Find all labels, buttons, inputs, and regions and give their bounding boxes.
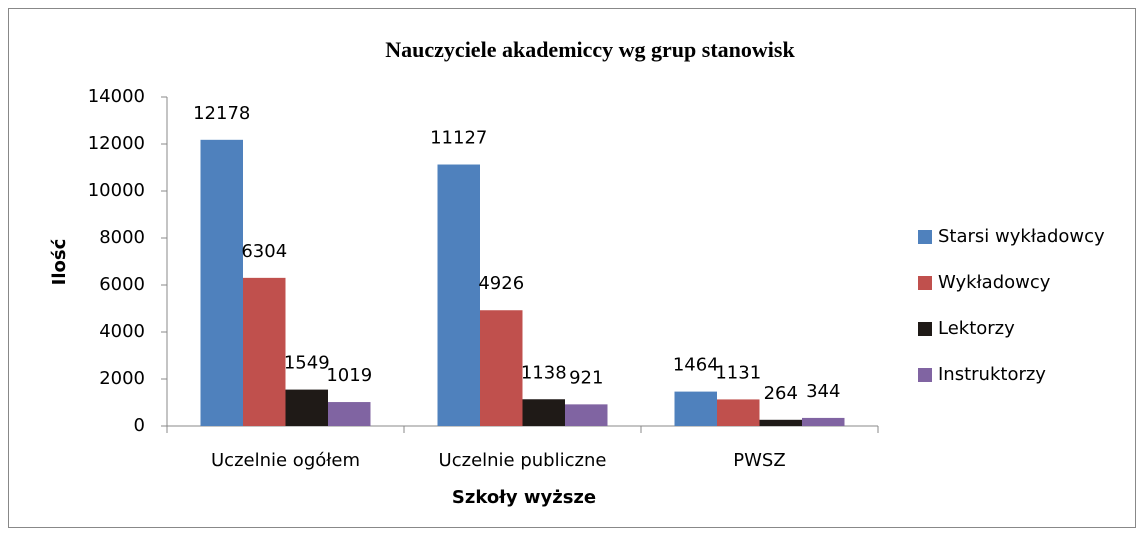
data-label: 1138 — [521, 362, 567, 383]
x-tick-label: Uczelnie publiczne — [439, 450, 607, 471]
y-tick-label: 8000 — [99, 227, 145, 248]
legend-swatch — [918, 276, 932, 290]
legend-label: Instruktorzy — [938, 364, 1046, 385]
bar — [759, 419, 802, 426]
bar — [480, 310, 523, 426]
legend-label: Starsi wykładowcy — [938, 226, 1105, 247]
data-label: 4926 — [478, 273, 524, 294]
data-label: 11127 — [430, 128, 487, 149]
bar — [328, 402, 371, 426]
legend-label: Wykładowcy — [938, 272, 1051, 293]
chart-title: Nauczyciele akademiccy wg grup stanowisk — [385, 37, 795, 62]
y-tick-label: 2000 — [99, 368, 145, 389]
bar — [437, 164, 480, 426]
bar — [717, 399, 760, 426]
legend-swatch — [918, 368, 932, 382]
data-label: 1464 — [673, 355, 719, 376]
legend-swatch — [918, 322, 932, 336]
y-tick-label: 10000 — [88, 180, 145, 201]
data-label: 6304 — [241, 241, 287, 262]
data-label: 1131 — [715, 362, 761, 383]
data-label: 1019 — [326, 365, 372, 386]
data-label: 12178 — [193, 103, 250, 124]
x-tick-label: PWSZ — [733, 450, 785, 471]
y-tick-label: 12000 — [88, 133, 145, 154]
y-tick-label: 14000 — [88, 86, 145, 107]
x-axis-label: Szkoły wyższe — [452, 487, 596, 508]
bar — [802, 417, 845, 426]
bar — [285, 389, 328, 426]
data-label: 344 — [806, 381, 840, 402]
x-tick-label: Uczelnie ogółem — [211, 450, 360, 471]
bar — [674, 391, 717, 426]
y-tick-label: 4000 — [99, 321, 145, 342]
y-tick-label: 0 — [134, 415, 145, 436]
bar — [565, 404, 608, 426]
bar — [200, 139, 243, 426]
y-tick-label: 6000 — [99, 274, 145, 295]
chart-border — [8, 8, 1136, 528]
bar — [522, 399, 565, 426]
data-label: 921 — [569, 367, 603, 388]
bar — [243, 277, 286, 426]
legend-swatch — [918, 230, 932, 244]
y-axis-label: Ilość — [49, 238, 70, 285]
data-label: 1549 — [284, 353, 330, 374]
data-label: 264 — [764, 383, 798, 404]
legend-label: Lektorzy — [938, 318, 1015, 339]
